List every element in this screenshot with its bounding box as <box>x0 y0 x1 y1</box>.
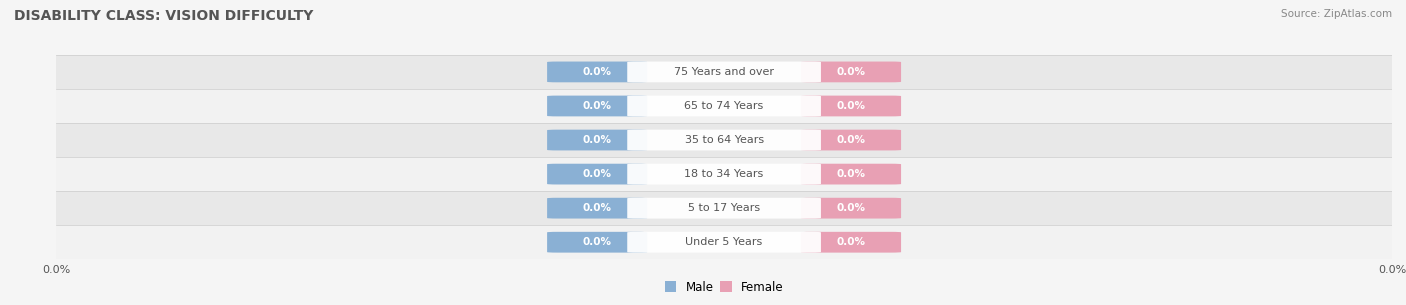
Text: 35 to 64 Years: 35 to 64 Years <box>685 135 763 145</box>
FancyBboxPatch shape <box>627 130 821 150</box>
FancyBboxPatch shape <box>627 198 821 219</box>
Text: 0.0%: 0.0% <box>837 135 866 145</box>
FancyBboxPatch shape <box>0 123 1406 157</box>
Text: 0.0%: 0.0% <box>582 101 612 111</box>
Text: 65 to 74 Years: 65 to 74 Years <box>685 101 763 111</box>
FancyBboxPatch shape <box>0 55 1406 89</box>
FancyBboxPatch shape <box>547 95 647 117</box>
Text: 0.0%: 0.0% <box>582 237 612 247</box>
FancyBboxPatch shape <box>0 191 1406 225</box>
FancyBboxPatch shape <box>627 232 821 253</box>
Text: Source: ZipAtlas.com: Source: ZipAtlas.com <box>1281 9 1392 19</box>
Text: 0.0%: 0.0% <box>582 135 612 145</box>
FancyBboxPatch shape <box>0 225 1406 259</box>
Text: 5 to 17 Years: 5 to 17 Years <box>688 203 761 213</box>
FancyBboxPatch shape <box>547 198 647 219</box>
FancyBboxPatch shape <box>0 89 1406 123</box>
FancyBboxPatch shape <box>627 95 821 117</box>
FancyBboxPatch shape <box>547 164 647 185</box>
Text: 0.0%: 0.0% <box>582 67 612 77</box>
FancyBboxPatch shape <box>627 62 821 82</box>
FancyBboxPatch shape <box>801 232 901 253</box>
Text: 0.0%: 0.0% <box>837 237 866 247</box>
Text: 0.0%: 0.0% <box>582 203 612 213</box>
FancyBboxPatch shape <box>801 62 901 82</box>
Text: 0.0%: 0.0% <box>837 101 866 111</box>
Text: 18 to 34 Years: 18 to 34 Years <box>685 169 763 179</box>
FancyBboxPatch shape <box>627 164 821 185</box>
FancyBboxPatch shape <box>0 157 1406 191</box>
Text: 0.0%: 0.0% <box>837 67 866 77</box>
FancyBboxPatch shape <box>801 164 901 185</box>
Text: 75 Years and over: 75 Years and over <box>673 67 775 77</box>
FancyBboxPatch shape <box>547 232 647 253</box>
FancyBboxPatch shape <box>801 198 901 219</box>
FancyBboxPatch shape <box>547 130 647 150</box>
Text: 0.0%: 0.0% <box>837 203 866 213</box>
Text: 0.0%: 0.0% <box>837 169 866 179</box>
Legend: Male, Female: Male, Female <box>659 276 789 298</box>
Text: Under 5 Years: Under 5 Years <box>686 237 762 247</box>
FancyBboxPatch shape <box>801 95 901 117</box>
Text: 0.0%: 0.0% <box>582 169 612 179</box>
FancyBboxPatch shape <box>547 62 647 82</box>
FancyBboxPatch shape <box>801 130 901 150</box>
Text: DISABILITY CLASS: VISION DIFFICULTY: DISABILITY CLASS: VISION DIFFICULTY <box>14 9 314 23</box>
